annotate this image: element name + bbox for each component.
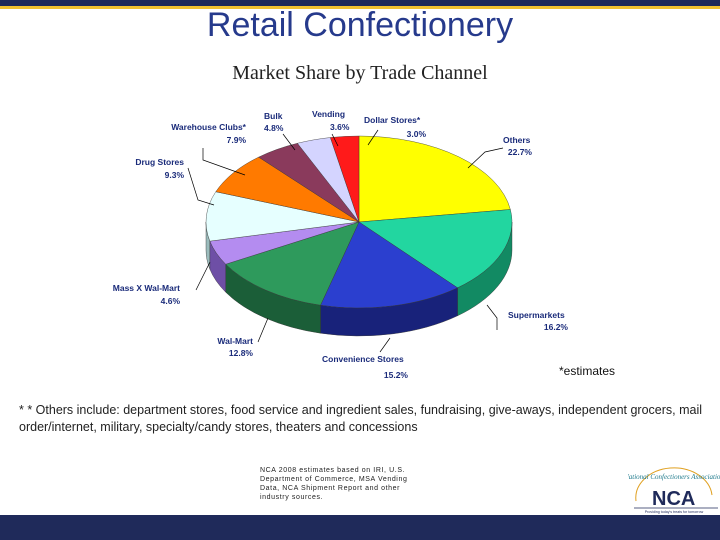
value-bulk: 4.8% bbox=[264, 123, 284, 133]
label-wal-mart: Wal-Mart bbox=[217, 336, 253, 346]
value-dollar-stores: 3.0% bbox=[407, 129, 427, 139]
leader-warehouse-clubs bbox=[202, 148, 246, 176]
footnote: * * Others include: department stores, f… bbox=[19, 403, 703, 434]
leader-wal-mart bbox=[257, 317, 269, 343]
logo-arc-text: National Confectioners Association bbox=[628, 473, 720, 481]
leader-others bbox=[467, 147, 504, 169]
label-vending: Vending bbox=[312, 109, 345, 119]
label-convenience-stores: Convenience Stores bbox=[322, 354, 404, 364]
label-supermarkets: Supermarkets bbox=[508, 310, 565, 320]
pie-labels: Others 22.7% Supermarkets 16.2% Convenience … bbox=[113, 109, 569, 380]
pie-slice-supermarkets bbox=[358, 209, 513, 289]
leader-drug-stores bbox=[187, 167, 215, 206]
pie-slice-drug-stores bbox=[205, 191, 360, 242]
label-drug-stores: Drug Stores bbox=[135, 157, 184, 167]
pie-sides bbox=[205, 221, 513, 337]
pie-slice-wal-mart bbox=[225, 221, 360, 306]
value-drug-stores: 9.3% bbox=[165, 170, 185, 180]
value-mass-x-wal-mart: 4.6% bbox=[161, 296, 181, 306]
bottom-bar bbox=[0, 515, 720, 540]
pie-slice-convenience-stores bbox=[320, 221, 458, 309]
leader-convenience-stores bbox=[379, 337, 391, 353]
pie-leaders bbox=[187, 129, 504, 353]
value-warehouse-clubs: 7.9% bbox=[227, 135, 247, 145]
leader-bulk bbox=[282, 133, 296, 151]
nca-logo: National Confectioners Association NCA P… bbox=[628, 467, 720, 514]
value-supermarkets: 16.2% bbox=[544, 322, 569, 332]
value-others: 22.7% bbox=[508, 147, 533, 157]
leader-supermarkets bbox=[486, 304, 498, 330]
label-dollar-stores: Dollar Stores* bbox=[364, 115, 421, 125]
pie-slice-others bbox=[358, 135, 511, 223]
pie-slice-dollar-stores bbox=[330, 135, 360, 223]
label-mass-x-wal-mart: Mass X Wal-Mart bbox=[113, 283, 180, 293]
estimates-note: *estimates bbox=[559, 364, 616, 378]
leader-mass-x-wal-mart bbox=[195, 261, 211, 291]
chart-subtitle: Market Share by Trade Channel bbox=[232, 62, 488, 84]
value-vending: 3.6% bbox=[330, 122, 350, 132]
value-convenience-stores: 15.2% bbox=[384, 370, 409, 380]
value-wal-mart: 12.8% bbox=[229, 348, 254, 358]
label-others: Others bbox=[503, 135, 531, 145]
source-note: NCA 2008 estimates based on IRI, U.S. De… bbox=[260, 467, 408, 501]
top-bar bbox=[0, 0, 720, 6]
pie-chart: Others 22.7% Supermarkets 16.2% Convenience … bbox=[113, 109, 569, 380]
label-bulk: Bulk bbox=[264, 111, 283, 121]
slide-title: Retail Confectionery bbox=[206, 6, 514, 44]
logo-tagline: Providing today's treats for tomorrow bbox=[645, 510, 704, 514]
pie-tops bbox=[205, 135, 513, 309]
leader-vending bbox=[331, 133, 339, 147]
logo-text: NCA bbox=[652, 488, 695, 510]
top-bar-accent bbox=[0, 6, 720, 9]
label-warehouse-clubs: Warehouse Clubs* bbox=[171, 122, 246, 132]
leader-dollar-stores bbox=[367, 129, 379, 146]
